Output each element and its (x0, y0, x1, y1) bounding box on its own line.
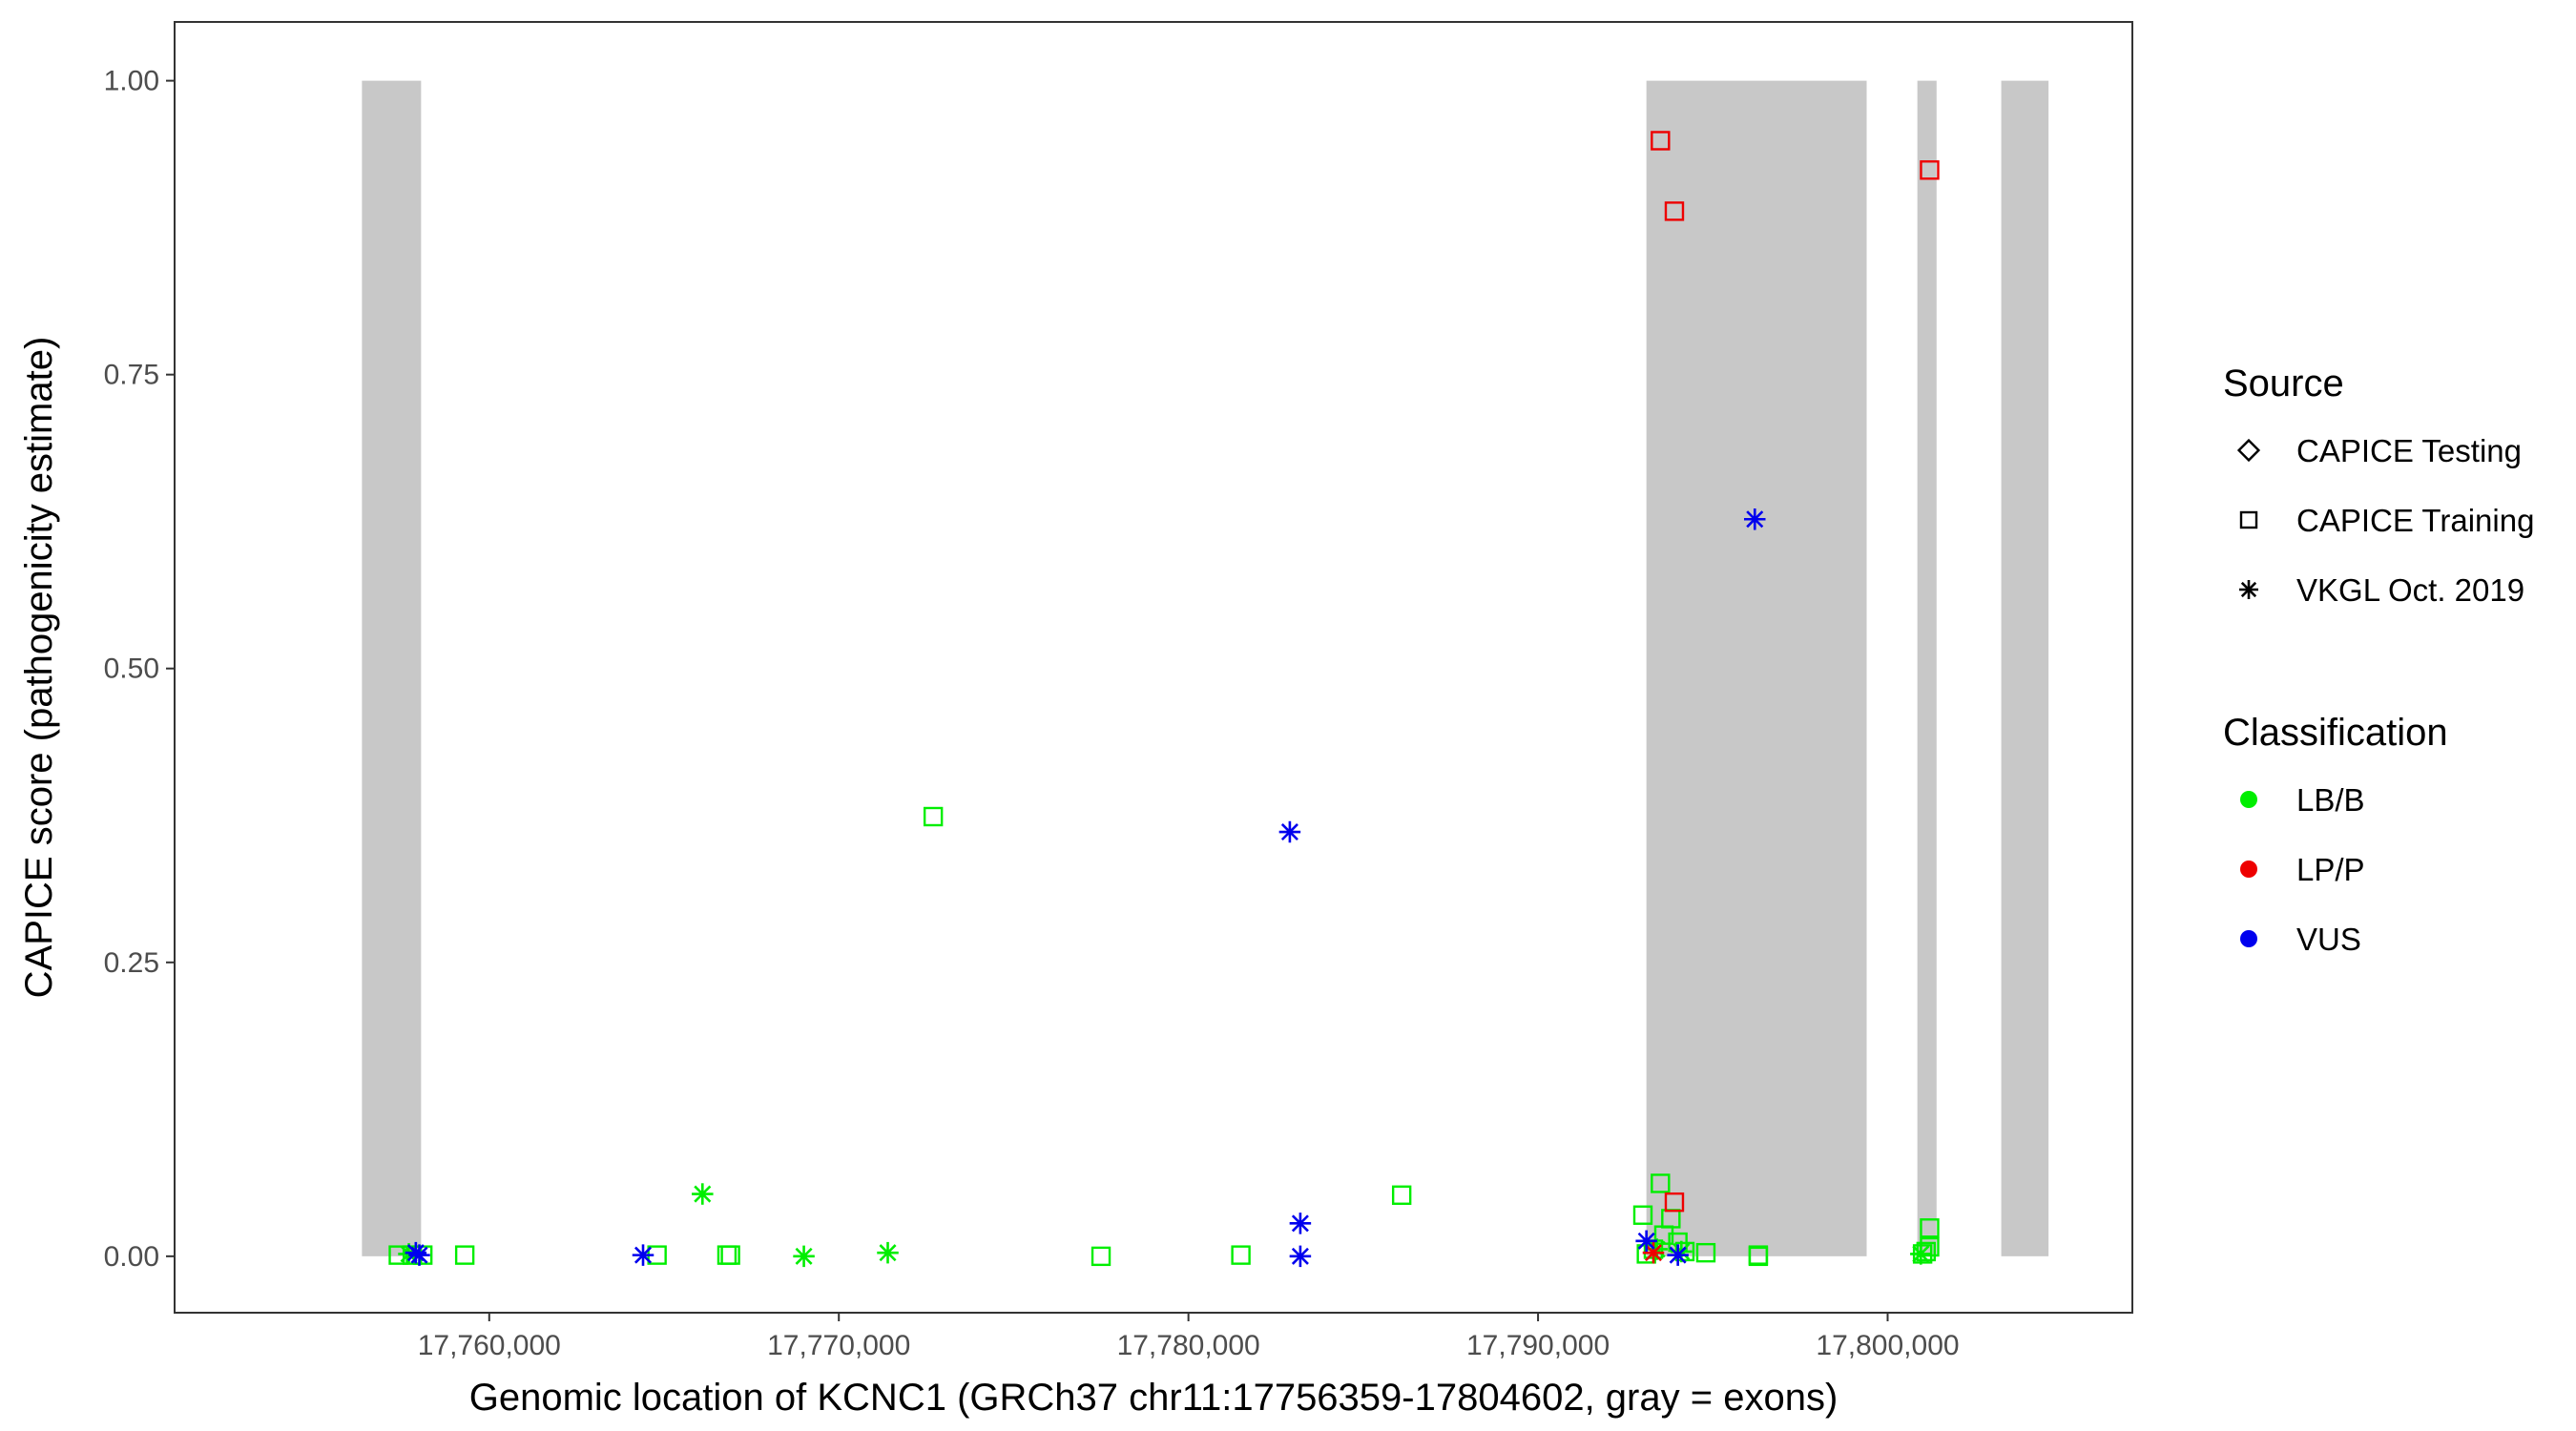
legend-key-asterisk (2239, 580, 2258, 599)
exon-band (2001, 80, 2049, 1256)
data-point (923, 806, 944, 827)
point-layer (388, 131, 1940, 1268)
legend-key-dot (2240, 791, 2257, 808)
exon-layer (362, 80, 2049, 1256)
data-point (1632, 1205, 1653, 1225)
y-tick-label: 1.00 (104, 66, 159, 97)
data-point (1748, 1246, 1769, 1267)
plot-panel-border (174, 21, 2133, 1314)
data-point (1289, 1213, 1312, 1234)
data-point (1642, 1241, 1665, 1264)
y-tick-label: 0.00 (104, 1241, 159, 1273)
legend: Source Classification CAPICE Testing CAPI… (2223, 363, 2534, 957)
exon-band (1917, 80, 1937, 1256)
x-tick-label: 17,790,000 (1466, 1330, 1610, 1361)
legend-class-label: LP/P (2296, 852, 2365, 887)
data-point (1744, 508, 1766, 530)
data-point (1635, 1230, 1657, 1253)
data-point (877, 1241, 899, 1264)
data-point (1278, 820, 1301, 843)
data-point (1920, 1218, 1940, 1238)
data-point (632, 1244, 654, 1266)
x-axis-title: Genomic location of KCNC1 (GRCh37 chr11:… (469, 1377, 1839, 1419)
legend-key-dot (2240, 861, 2257, 878)
y-tick-label: 0.50 (104, 653, 159, 685)
legend-source-label: VKGL Oct. 2019 (2296, 572, 2524, 608)
data-point (793, 1245, 815, 1268)
data-point (1910, 1243, 1932, 1265)
x-tick-label: 17,760,000 (418, 1330, 561, 1361)
legend-key-square (2239, 510, 2258, 529)
data-point (1289, 1245, 1312, 1268)
data-point (1664, 201, 1685, 221)
legend-class-label: VUS (2296, 922, 2361, 957)
data-point (1920, 160, 1940, 180)
legend-key-diamond (2236, 438, 2261, 463)
data-point (692, 1183, 714, 1205)
data-point (1091, 1246, 1111, 1267)
data-point (1664, 1192, 1685, 1213)
legend-source-label: CAPICE Testing (2296, 433, 2522, 468)
y-axis-title: CAPICE score (pathogenicity estimate) (18, 337, 60, 999)
legend-source-label: CAPICE Training (2296, 503, 2534, 538)
exon-band (362, 80, 422, 1256)
legend-classification-title: Classification (2223, 712, 2448, 754)
data-point (720, 1245, 740, 1265)
legend-key-dot (2240, 930, 2257, 947)
y-tick-label: 0.25 (104, 947, 159, 979)
data-point (1651, 1173, 1671, 1193)
x-tick-label: 17,780,000 (1117, 1330, 1260, 1361)
y-tick-label: 0.75 (104, 360, 159, 391)
axis-layer: 17,760,000 17,770,000 17,780,000 17,790,000… (104, 66, 1960, 1361)
legend-class-label: LB/B (2296, 782, 2365, 818)
data-point (1651, 131, 1671, 151)
data-point (1667, 1244, 1689, 1266)
data-point (1231, 1245, 1251, 1265)
exon-band (1646, 80, 1867, 1256)
legend-source-title: Source (2223, 363, 2344, 404)
data-point (1391, 1185, 1412, 1205)
data-point (1695, 1242, 1716, 1263)
data-point (408, 1244, 430, 1266)
data-point (454, 1245, 475, 1265)
x-tick-label: 17,800,000 (1816, 1330, 1959, 1361)
x-tick-label: 17,770,000 (767, 1330, 910, 1361)
